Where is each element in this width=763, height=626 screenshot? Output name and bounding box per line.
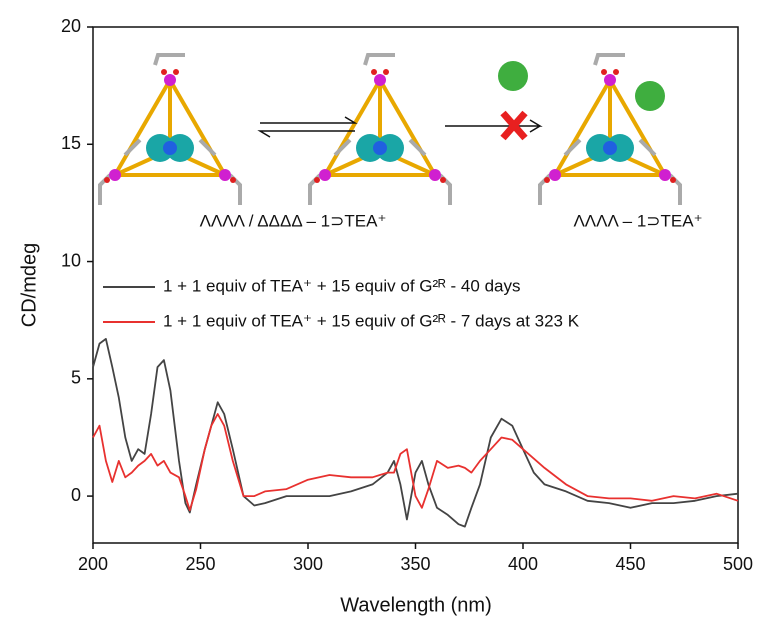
y-axis-label: CD/mdeg — [18, 243, 40, 327]
equilibrium-arrows — [257, 116, 543, 138]
guest-ball — [635, 81, 665, 111]
series-line — [92, 413, 739, 512]
y-tick-label: 20 — [61, 16, 81, 36]
y-tick-label: 15 — [61, 133, 81, 153]
x-tick-label: 500 — [723, 554, 753, 574]
annotation: ΛΛΛΛ – 1⊃TEA⁺ — [573, 211, 702, 230]
x-tick-label: 250 — [185, 554, 215, 574]
x-tick-label: 350 — [400, 554, 430, 574]
blocked-mark — [500, 110, 528, 141]
x-tick-label: 400 — [508, 554, 538, 574]
x-axis-label: Wavelength (nm) — [340, 594, 492, 616]
x-tick-label: 200 — [78, 554, 108, 574]
y-tick-label: 0 — [71, 485, 81, 505]
series-line — [92, 338, 739, 528]
x-tick-label: 300 — [293, 554, 323, 574]
annotation: ΛΛΛΛ / ΔΔΔΔ – 1⊃TEA⁺ — [200, 211, 387, 230]
y-tick-label: 5 — [71, 368, 81, 388]
y-tick-label: 10 — [61, 250, 81, 270]
legend-label: 1 + 1 equiv of TEA⁺ + 15 equiv of G²ᴿ - … — [163, 311, 580, 330]
legend-label: 1 + 1 equiv of TEA⁺ + 15 equiv of G²ᴿ - … — [163, 276, 520, 295]
guest-ball — [498, 61, 528, 91]
x-tick-label: 450 — [615, 554, 645, 574]
